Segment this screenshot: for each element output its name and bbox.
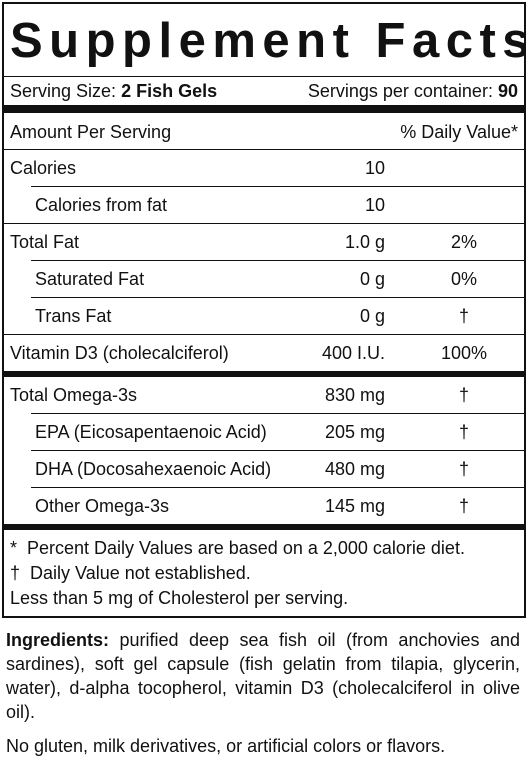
daily-value: 2% xyxy=(450,232,477,252)
thick-bar xyxy=(4,371,524,377)
footnote: * Percent Daily Values are based on a 2,… xyxy=(10,538,465,558)
label: Serving Size: xyxy=(10,81,117,101)
serving-size: Serving Size: 2 Fish Gels xyxy=(10,79,217,103)
amount: 205 mg xyxy=(324,422,385,442)
label: Servings per container: xyxy=(307,81,493,101)
thick-bar xyxy=(4,524,524,530)
divider xyxy=(31,487,524,488)
amount: 10 xyxy=(364,195,385,215)
amount: 830 mg xyxy=(324,385,385,405)
ingredients-label: Ingredients: xyxy=(6,630,110,650)
nutrient-name: Other Omega-3s xyxy=(35,496,170,516)
divider xyxy=(31,260,524,261)
amount: 400 I.U. xyxy=(321,343,385,363)
nutrient-name: Calories from fat xyxy=(35,195,168,215)
divider xyxy=(31,413,524,414)
amount: 10 xyxy=(364,158,385,178)
daily-value: 0% xyxy=(450,269,477,289)
footnote: † Daily Value not established. xyxy=(10,563,251,583)
note: No gluten, milk derivatives, or artifici… xyxy=(6,736,446,756)
nutrient-name: Total Fat xyxy=(10,232,80,252)
amount: 1.0 g xyxy=(344,232,385,252)
supplement-facts-panel: Supplement Facts Serving Size: 2 Fish Ge… xyxy=(2,2,526,618)
divider xyxy=(4,76,524,77)
amount: 0 g xyxy=(359,306,385,326)
value: 2 Fish Gels xyxy=(121,81,218,101)
daily-value: 100% xyxy=(440,343,488,363)
ingredients-text: purified deep sea fish oil (from anchovi… xyxy=(6,630,520,722)
thick-bar xyxy=(4,105,524,113)
daily-value: † xyxy=(458,385,469,405)
servings: Servings per container: 90 xyxy=(308,79,518,103)
nutrient-name: Trans Fat xyxy=(35,306,112,326)
divider xyxy=(31,297,524,298)
divider xyxy=(4,149,524,150)
nutrient-name: EPA (Eicosapentaenoic Acid) xyxy=(35,422,267,442)
ingredients: Ingredients: purified deep sea fish oil … xyxy=(6,628,520,724)
divider xyxy=(31,450,524,451)
divider xyxy=(31,186,524,187)
divider xyxy=(4,334,524,335)
divider xyxy=(4,223,524,224)
daily-value: † xyxy=(458,496,469,516)
nutrient-name: Saturated Fat xyxy=(35,269,145,289)
nutrient-name: Total Omega-3s xyxy=(10,385,138,405)
column-header: % Daily Value* xyxy=(400,122,518,142)
daily-value: † xyxy=(458,422,469,442)
amount: 480 mg xyxy=(324,459,385,479)
footnote: Less than 5 mg of Cholesterol per servin… xyxy=(10,588,349,608)
value: 90 xyxy=(497,81,518,101)
amount: 0 g xyxy=(359,269,385,289)
column-header: Amount Per Serving xyxy=(10,122,172,142)
nutrient-name: DHA (Docosahexaenoic Acid) xyxy=(35,459,272,479)
amount: 145 mg xyxy=(324,496,385,516)
daily-value: † xyxy=(458,306,469,326)
title: Supplement Facts xyxy=(10,14,526,68)
daily-value: † xyxy=(458,459,469,479)
nutrient-name: Vitamin D3 (cholecalciferol) xyxy=(10,343,229,363)
nutrient-name: Calories xyxy=(10,158,77,178)
